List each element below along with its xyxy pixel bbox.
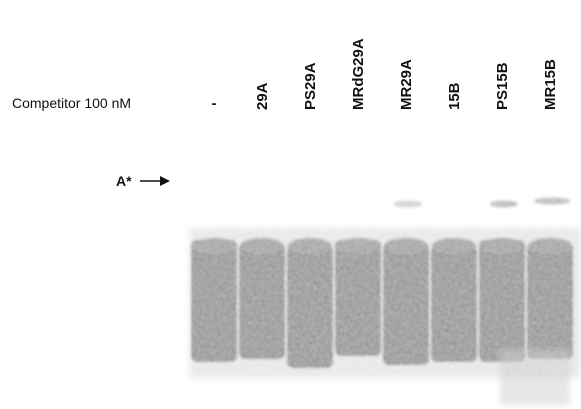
lane-smear [287, 246, 333, 368]
lane-smear [335, 240, 381, 356]
lane-smear [479, 240, 525, 362]
lane-smear [431, 246, 477, 362]
lane-top [480, 238, 524, 254]
smear-tail [500, 350, 570, 405]
lane-smear [191, 240, 237, 362]
shifted-band [490, 200, 518, 208]
arrow [140, 176, 170, 186]
lane-top [192, 238, 236, 254]
lane-label: - [212, 95, 217, 112]
lane-smear [527, 243, 573, 359]
shifted-band [534, 197, 570, 205]
lane-label: MRdG29A [350, 38, 367, 110]
gel [190, 197, 581, 405]
row-label: Competitor 100 nM [12, 95, 131, 111]
lane-top [432, 238, 476, 254]
shifted-band [394, 200, 422, 208]
lane-smear [239, 243, 285, 359]
lane-top [384, 238, 428, 254]
lane-label: 29A [254, 82, 271, 110]
lane-top [288, 238, 332, 254]
lane-label: 15B [446, 82, 463, 110]
lane-label: MR29A [398, 59, 415, 110]
lane-top [240, 238, 284, 254]
lane-label: MR15B [542, 59, 559, 110]
lane-top [528, 238, 572, 254]
band-label: A* [116, 173, 132, 189]
lane-label: PS29A [302, 62, 319, 110]
lane-smear [383, 243, 429, 365]
lane-label: PS15B [494, 62, 511, 110]
lane-top [336, 238, 380, 254]
